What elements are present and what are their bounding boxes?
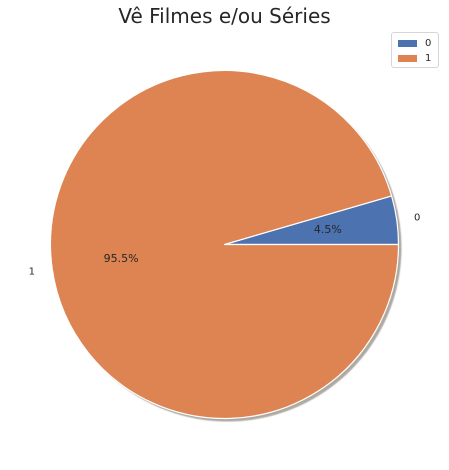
chart-title: Vê Filmes e/ou Séries [118,4,331,28]
pie-wedges [49,69,400,420]
legend-label-0: 0 [425,37,432,49]
legend-swatch-0 [398,40,417,47]
pie-category-label-1: 1 [29,266,35,277]
pie-percent-label-1: 95.5% [104,252,139,265]
pie-slice-1 [49,69,400,420]
legend-entry-1: 1 [398,51,432,66]
pie-category-label-0: 0 [414,213,420,224]
legend-entry-0: 0 [398,36,432,51]
legend: 0 1 [391,32,439,68]
pie-labels: 0 4.5% 1 95.5% [29,213,421,278]
legend-label-1: 1 [425,52,432,64]
legend-swatch-1 [398,55,417,62]
pie-percent-label-0: 4.5% [314,223,342,236]
